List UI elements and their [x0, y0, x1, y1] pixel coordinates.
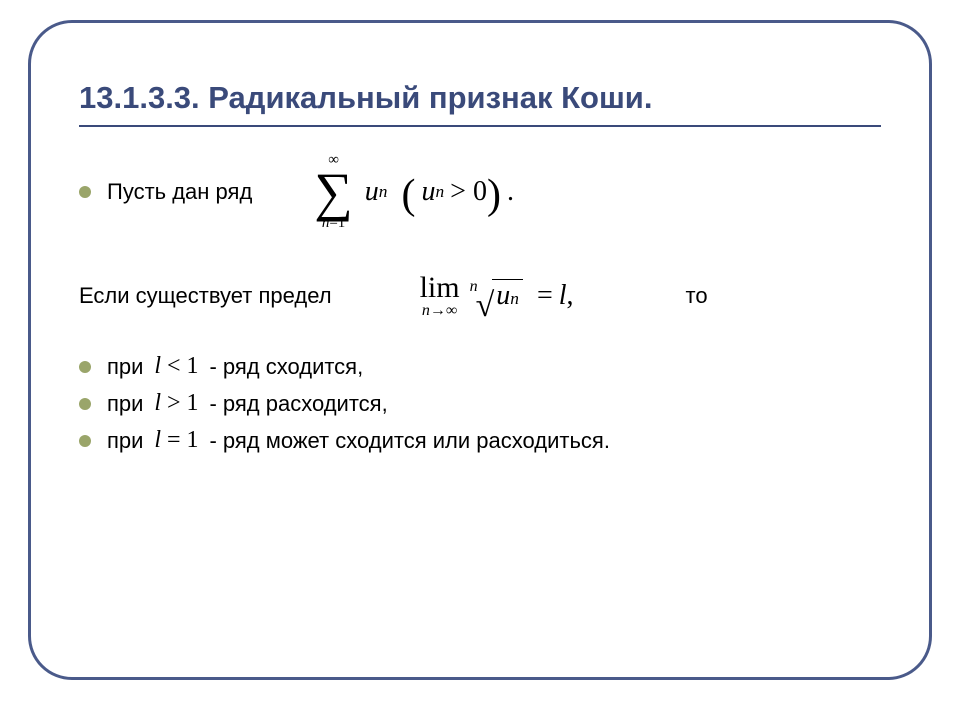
radicand-var: u	[496, 280, 510, 312]
case-post: - ряд сходится,	[209, 354, 363, 380]
case-row-1: при l > 1 - ряд расходится,	[79, 390, 881, 417]
bullet-icon	[79, 435, 91, 447]
limit-rhs: l	[559, 280, 567, 312]
case-pre: при	[107, 391, 143, 417]
paren-close: )	[487, 181, 501, 210]
case-row-2: при l = 1 - ряд может сходится или расхо…	[79, 427, 881, 454]
case-pre: при	[107, 354, 143, 380]
text-limit-pre: Если существует предел	[79, 283, 332, 309]
series-period: .	[507, 176, 514, 208]
nth-root: n √ un	[468, 279, 523, 314]
paren-open: (	[401, 181, 415, 210]
sum-lower: n=1	[322, 216, 345, 231]
bullet-icon	[79, 186, 91, 198]
text-limit-post: то	[686, 283, 708, 309]
eq-sign: =	[537, 280, 553, 312]
cond-sub: n	[435, 182, 444, 202]
title-underline	[79, 125, 881, 127]
bullet-icon	[79, 398, 91, 410]
math-series: ∞ ∑ n=1 un ( un > 0 ) .	[308, 153, 514, 232]
cases-list: при l < 1 - ряд сходится, при l > 1 - ря…	[79, 353, 881, 454]
case-pre: при	[107, 428, 143, 454]
lim-under: n→∞	[422, 303, 457, 319]
slide-frame: 13.1.3.3. Радикальный признак Коши. Пуст…	[28, 20, 932, 680]
row-given-series: Пусть дан ряд ∞ ∑ n=1 un ( un > 0 ) .	[79, 153, 881, 232]
case-post: - ряд может сходится или расходиться.	[209, 428, 610, 454]
cond-rel: > 0	[450, 176, 487, 208]
lim-label: lim	[420, 273, 460, 303]
sum-term-var: u	[365, 176, 379, 208]
sum-term-sub: n	[379, 182, 388, 202]
row-limit: Если существует предел lim n→∞ n √ un = …	[79, 273, 881, 319]
slide-title: 13.1.3.3. Радикальный признак Коши.	[79, 77, 881, 119]
case-row-0: при l < 1 - ряд сходится,	[79, 353, 881, 380]
case-post: - ряд расходится,	[209, 391, 387, 417]
cond-var: u	[421, 176, 435, 208]
limit-comma: ,	[567, 280, 574, 312]
text-given: Пусть дан ряд	[107, 179, 252, 205]
radicand-sub: n	[510, 289, 519, 309]
math-limit: lim n→∞ n √ un = l,	[420, 273, 574, 319]
bullet-icon	[79, 361, 91, 373]
